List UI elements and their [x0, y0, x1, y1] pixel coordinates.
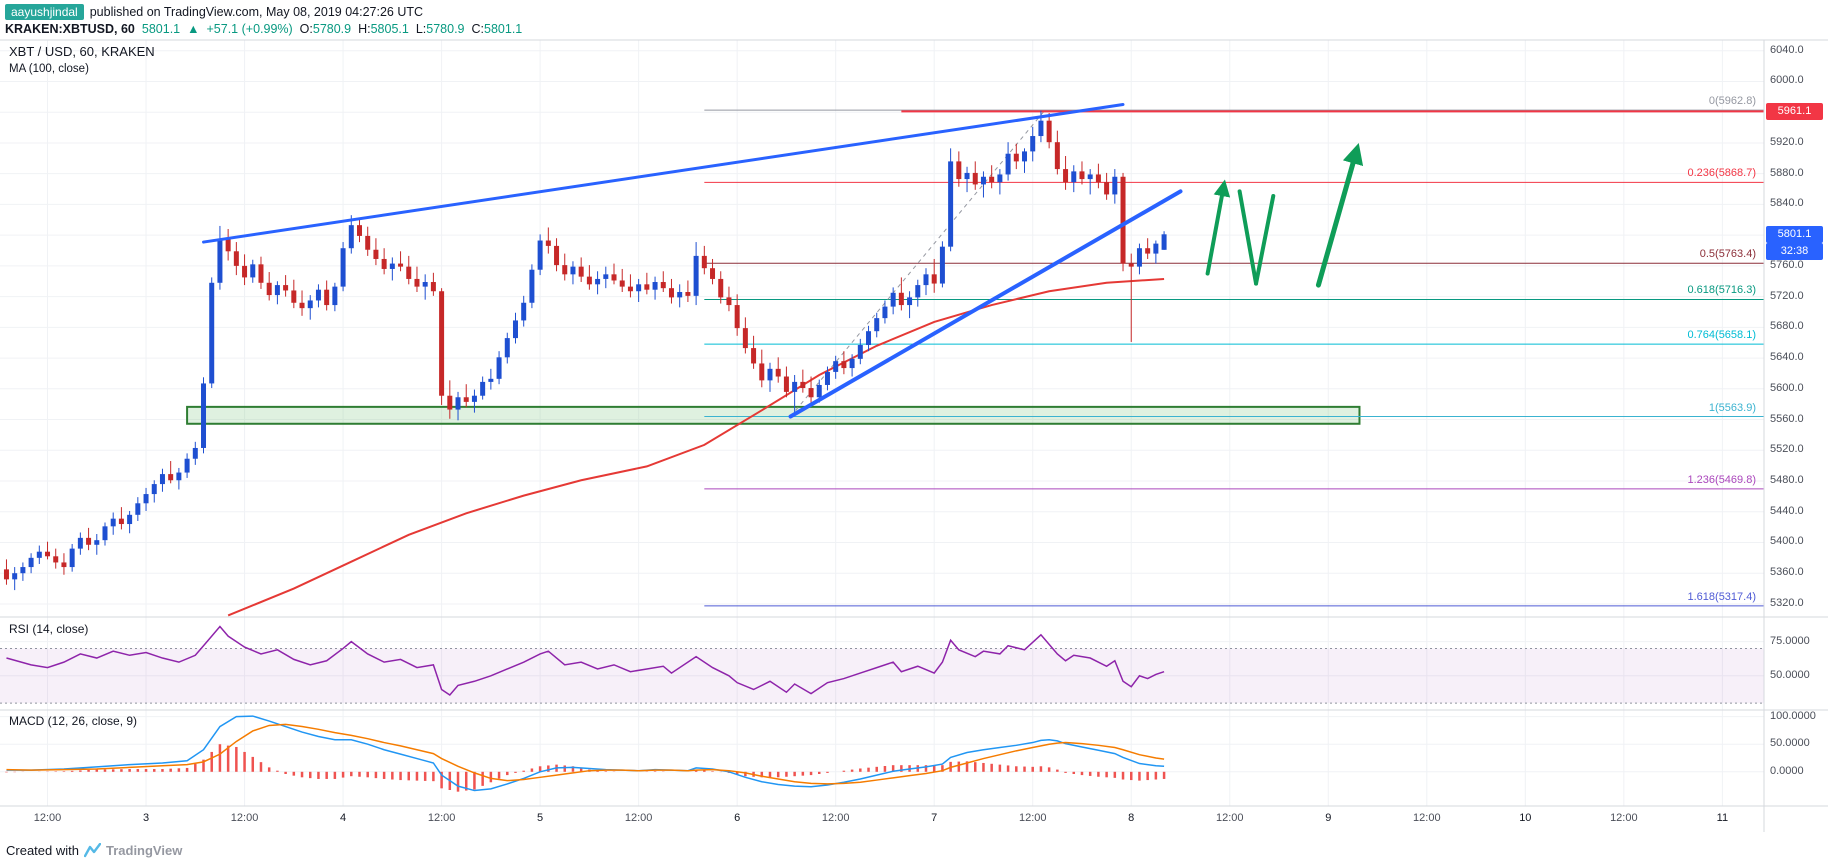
macd-pane — [5, 715, 1166, 792]
time-scale[interactable] — [0, 806, 1764, 832]
support-zone — [186, 405, 1361, 425]
rsi-band — [0, 648, 1764, 704]
publish-header: aayushjindal published on TradingView.co… — [5, 4, 423, 20]
rsi-line — [6, 625, 1165, 696]
trendline — [788, 189, 1183, 419]
up-arrow-icon: ▲ — [187, 22, 200, 36]
price-scale[interactable] — [1764, 40, 1828, 830]
fib-diagonal — [790, 109, 1046, 417]
footer: Created with TradingView — [6, 843, 182, 858]
symbol-name: KRAKEN:XBTUSD, 60 — [5, 22, 135, 36]
ma100-line — [227, 277, 1165, 617]
symbol-header: KRAKEN:XBTUSD, 60 5801.1 ▲ +57.1 (+0.99%… — [5, 22, 522, 36]
author-badge[interactable]: aayushjindal — [5, 4, 84, 20]
open-value: O:5780.9 — [299, 22, 352, 36]
high-value: H:5805.1 — [358, 22, 409, 36]
last-price: 5801.1 — [141, 22, 181, 36]
projection-arrow — [1205, 179, 1231, 276]
published-text: published on TradingView.com, May 08, 20… — [89, 5, 424, 19]
ma-legend: MA (100, close) — [9, 63, 89, 75]
pane-separators — [0, 39, 1828, 832]
macd-legend: MACD (12, 26, close, 9) — [9, 714, 138, 728]
tradingview-brand[interactable]: TradingView — [105, 843, 183, 858]
trendline — [202, 103, 1125, 244]
rsi-pane — [0, 625, 1764, 704]
projection-arrow — [1315, 143, 1364, 288]
price-pane — [3, 103, 1764, 617]
low-value: L:5780.9 — [415, 22, 465, 36]
price-change: +57.1 (+0.99%) — [206, 22, 293, 36]
main-pane-legend: XBT / USD, 60, KRAKEN MA (100, close) — [9, 44, 155, 75]
macd-line — [6, 715, 1165, 792]
projection-arrow — [1254, 193, 1276, 286]
rsi-legend: RSI (14, close) — [9, 622, 89, 636]
projection-arrow — [1237, 189, 1259, 286]
created-with-text: Created with — [6, 843, 79, 858]
tradingview-logo-icon — [83, 843, 101, 858]
close-value: C:5801.1 — [471, 22, 523, 36]
chart-title: XBT / USD, 60, KRAKEN — [9, 44, 155, 59]
macd-signal-line — [6, 723, 1165, 785]
